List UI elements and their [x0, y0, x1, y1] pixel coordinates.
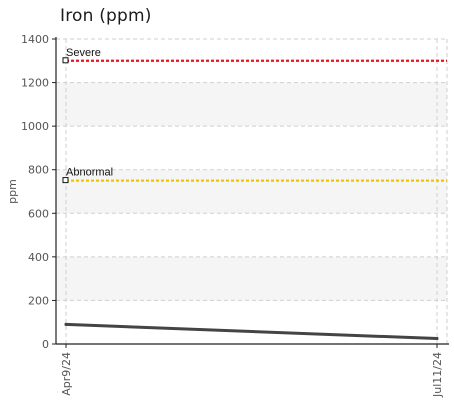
- data-point[interactable]: [64, 322, 68, 326]
- data-point[interactable]: [435, 337, 439, 341]
- threshold-label-severe: Severe: [66, 47, 101, 59]
- threshold-marker-abnormal[interactable]: [62, 177, 69, 184]
- y-tick-label: 800: [28, 164, 49, 177]
- y-tick-label: 1000: [21, 120, 49, 133]
- y-tick-label: 400: [28, 251, 49, 264]
- y-axis-label: ppm: [6, 179, 19, 204]
- grid-band: [56, 169, 447, 214]
- x-tick-label: Jul11/24: [431, 352, 444, 398]
- y-tick-label: 1400: [21, 33, 49, 46]
- threshold-label-abnormal: Abnormal: [66, 167, 113, 179]
- y-tick-label: 200: [28, 294, 49, 307]
- chart-title: Iron (ppm): [60, 6, 152, 26]
- grid-band: [56, 256, 447, 301]
- series-line: [64, 322, 439, 341]
- y-tick-label: 1200: [21, 77, 49, 90]
- y-tick-label: 0: [42, 338, 49, 351]
- grid-band: [56, 82, 447, 127]
- threshold-marker-severe[interactable]: [62, 57, 69, 64]
- x-tick-label: Apr9/24: [60, 352, 73, 396]
- y-tick-label: 600: [28, 207, 49, 220]
